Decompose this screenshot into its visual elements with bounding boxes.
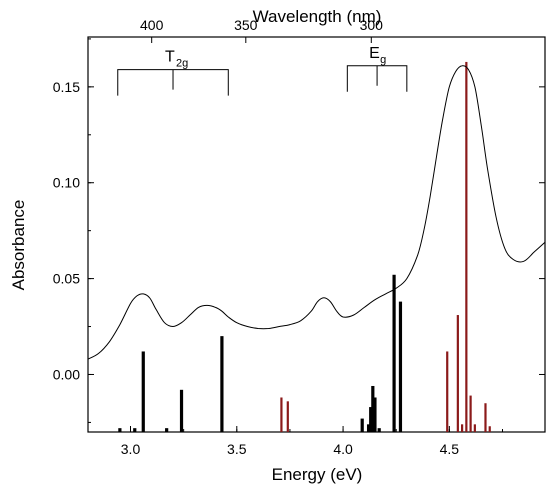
black-stick (118, 428, 122, 432)
plot-border (87, 36, 546, 433)
band-label: E (369, 45, 380, 62)
black-stick (398, 301, 403, 432)
band-label-sub: g (380, 54, 386, 66)
band-bracket: T 2g (117, 49, 229, 96)
black-stick (141, 351, 145, 432)
band-brackets: T 2g E g (117, 45, 408, 96)
x-tick-label: 4.5 (440, 441, 460, 457)
black-stick (133, 428, 137, 432)
y-tick-label: 0.10 (53, 175, 80, 191)
red-stick (484, 403, 487, 432)
bracket-line (346, 65, 408, 92)
black-stick (371, 385, 375, 432)
red-stick (446, 351, 449, 432)
black-stick (377, 428, 381, 432)
red-stick (461, 424, 464, 432)
band-label: T (165, 49, 175, 66)
y-axis-label: Absorbance (9, 200, 28, 291)
black-stick (360, 418, 364, 432)
top-tick-label: 350 (234, 17, 258, 33)
red-stick (469, 395, 472, 432)
bracket-line (117, 69, 229, 96)
red-stick (465, 61, 468, 432)
red-stick (473, 424, 476, 432)
red-stick (280, 397, 283, 432)
red-stick (488, 426, 491, 432)
axis-ticks: 3.0 3.5 4.0 4.5 0.00 0.05 0.10 0.15 400 350 300 (53, 17, 545, 457)
absorbance-line (87, 65, 546, 360)
y-tick-label: 0.00 (53, 366, 80, 382)
top-tick-label: 400 (140, 17, 164, 33)
x-tick-label: 3.0 (121, 441, 141, 457)
black-stick (179, 389, 184, 432)
black-stick (220, 336, 224, 432)
x-tick-label: 4.0 (333, 441, 353, 457)
transition-sticks (118, 61, 491, 432)
black-stick (165, 428, 169, 432)
black-stick (366, 424, 371, 432)
black-stick (369, 407, 373, 432)
red-stick (286, 401, 289, 432)
red-stick (456, 315, 459, 432)
top-axis-label: Wavelength (nm) (253, 7, 382, 26)
plot-frame (87, 36, 546, 433)
absorbance-curve (87, 65, 546, 360)
black-stick (392, 274, 396, 432)
band-label-sub: 2g (176, 58, 188, 70)
x-tick-label: 3.5 (227, 441, 247, 457)
y-tick-label: 0.15 (53, 79, 80, 95)
top-tick-label: 300 (360, 17, 384, 33)
black-stick (373, 397, 377, 432)
y-tick-label: 0.05 (53, 271, 80, 287)
x-axis-label: Energy (eV) (272, 465, 363, 484)
